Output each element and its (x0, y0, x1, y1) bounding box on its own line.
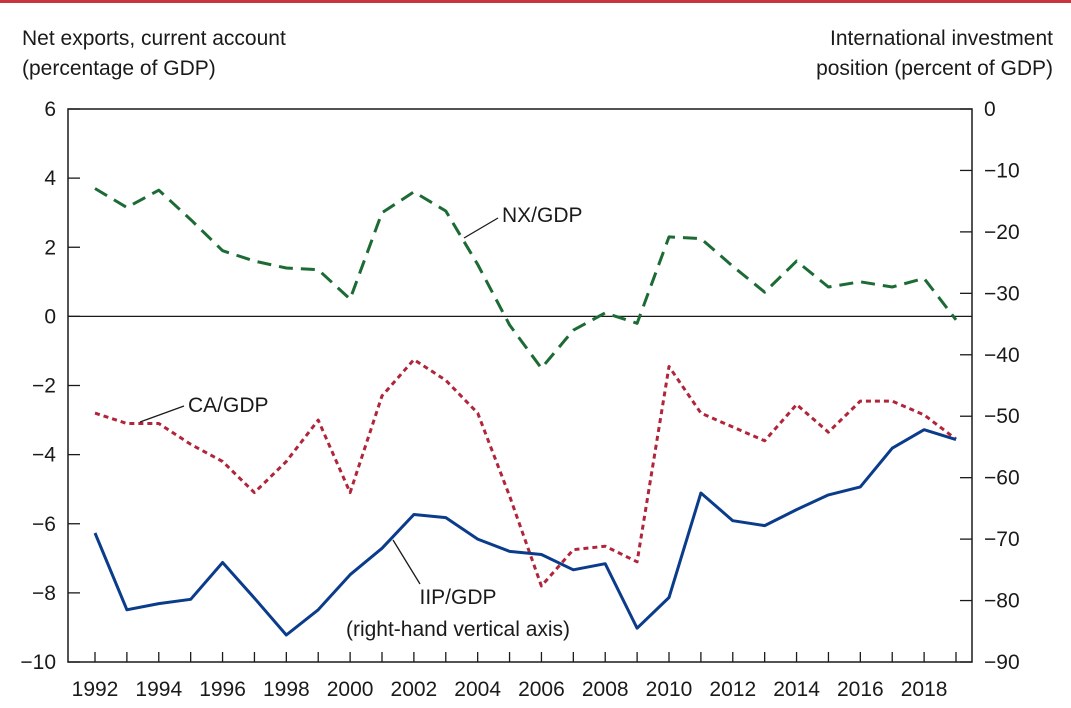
left-tick-label: 4 (44, 167, 56, 190)
x-tick-label: 2016 (837, 678, 884, 701)
right-axis: 0 −10 −20 −30 −40 −50 −60 −70 −80 −90 (960, 98, 1020, 674)
right-tick-label: −80 (984, 590, 1020, 613)
left-tick-label: 0 (44, 305, 56, 328)
right-tick-label: −10 (984, 159, 1020, 182)
left-axis-title: Net exports, current account (percentage… (22, 24, 286, 84)
annotation-ca-gdp: CA/GDP (188, 394, 269, 417)
top-rule (0, 0, 1071, 3)
right-tick-label: −50 (984, 405, 1020, 428)
x-tick-label: 1998 (263, 678, 310, 701)
left-tick-label: −6 (32, 513, 56, 536)
series-line-ca-gdp (94, 358, 957, 588)
right-tick-label: 0 (984, 98, 996, 121)
plot-frame (67, 108, 973, 663)
left-tick-label: −4 (32, 444, 56, 467)
left-tick-label: 2 (44, 236, 56, 259)
annotation-nx-gdp: NX/GDP (502, 204, 583, 227)
x-tick-label: 2014 (773, 678, 820, 701)
left-tick-label: −2 (32, 375, 56, 398)
right-axis-title-line-2: position (percent of GDP) (816, 57, 1053, 80)
x-tick-label: 1994 (135, 678, 182, 701)
left-axis: 6 4 2 0 −2 −4 −6 −8 −10 (20, 98, 80, 674)
right-tick-label: −60 (984, 467, 1020, 490)
x-tick-label: 2004 (454, 678, 501, 701)
annotations: NX/GDP CA/GDP IIP/GDP (right-hand vertic… (139, 204, 583, 641)
annotation-iip-gdp: IIP/GDP (419, 586, 496, 609)
x-tick-label: 1996 (199, 678, 246, 701)
right-tick-label: −90 (984, 651, 1020, 674)
right-axis-title-line-1: International investment (830, 27, 1053, 50)
right-tick-label: −40 (984, 344, 1020, 367)
right-tick-label: −30 (984, 282, 1020, 305)
right-tick-label: −70 (984, 528, 1020, 551)
left-axis-title-line-1: Net exports, current account (22, 27, 286, 50)
x-tick-label: 2006 (518, 678, 565, 701)
left-tick-label: 6 (44, 98, 56, 121)
x-tick-label: 2010 (646, 678, 693, 701)
left-tick-label: −8 (32, 582, 56, 605)
leader-line-ca-gdp (139, 405, 185, 423)
series-group (93, 187, 958, 637)
x-tick-label: 2018 (901, 678, 948, 701)
leader-line-nx-gdp (463, 217, 499, 239)
right-tick-label: −20 (984, 221, 1020, 244)
x-tick-label: 2000 (327, 678, 374, 701)
x-tick-label: 1992 (72, 678, 119, 701)
x-tick-label: 2002 (391, 678, 438, 701)
plot-area-border (67, 108, 973, 663)
right-axis-title: International investment position (perce… (816, 24, 1053, 84)
series-line-nx-gdp (94, 187, 958, 370)
left-tick-label: −10 (20, 651, 56, 674)
x-tick-label: 2012 (709, 678, 756, 701)
left-axis-title-line-2: (percentage of GDP) (22, 57, 216, 80)
x-axis: 1992 1994 1996 1998 2000 2002 2004 2006 2008 2010… (72, 652, 957, 701)
x-tick-label: 2008 (582, 678, 629, 701)
leader-line-iip-gdp (392, 539, 421, 585)
series-line-iip-gdp (93, 428, 957, 637)
annotation-right-hand-axis-note: (right-hand vertical axis) (346, 618, 570, 641)
